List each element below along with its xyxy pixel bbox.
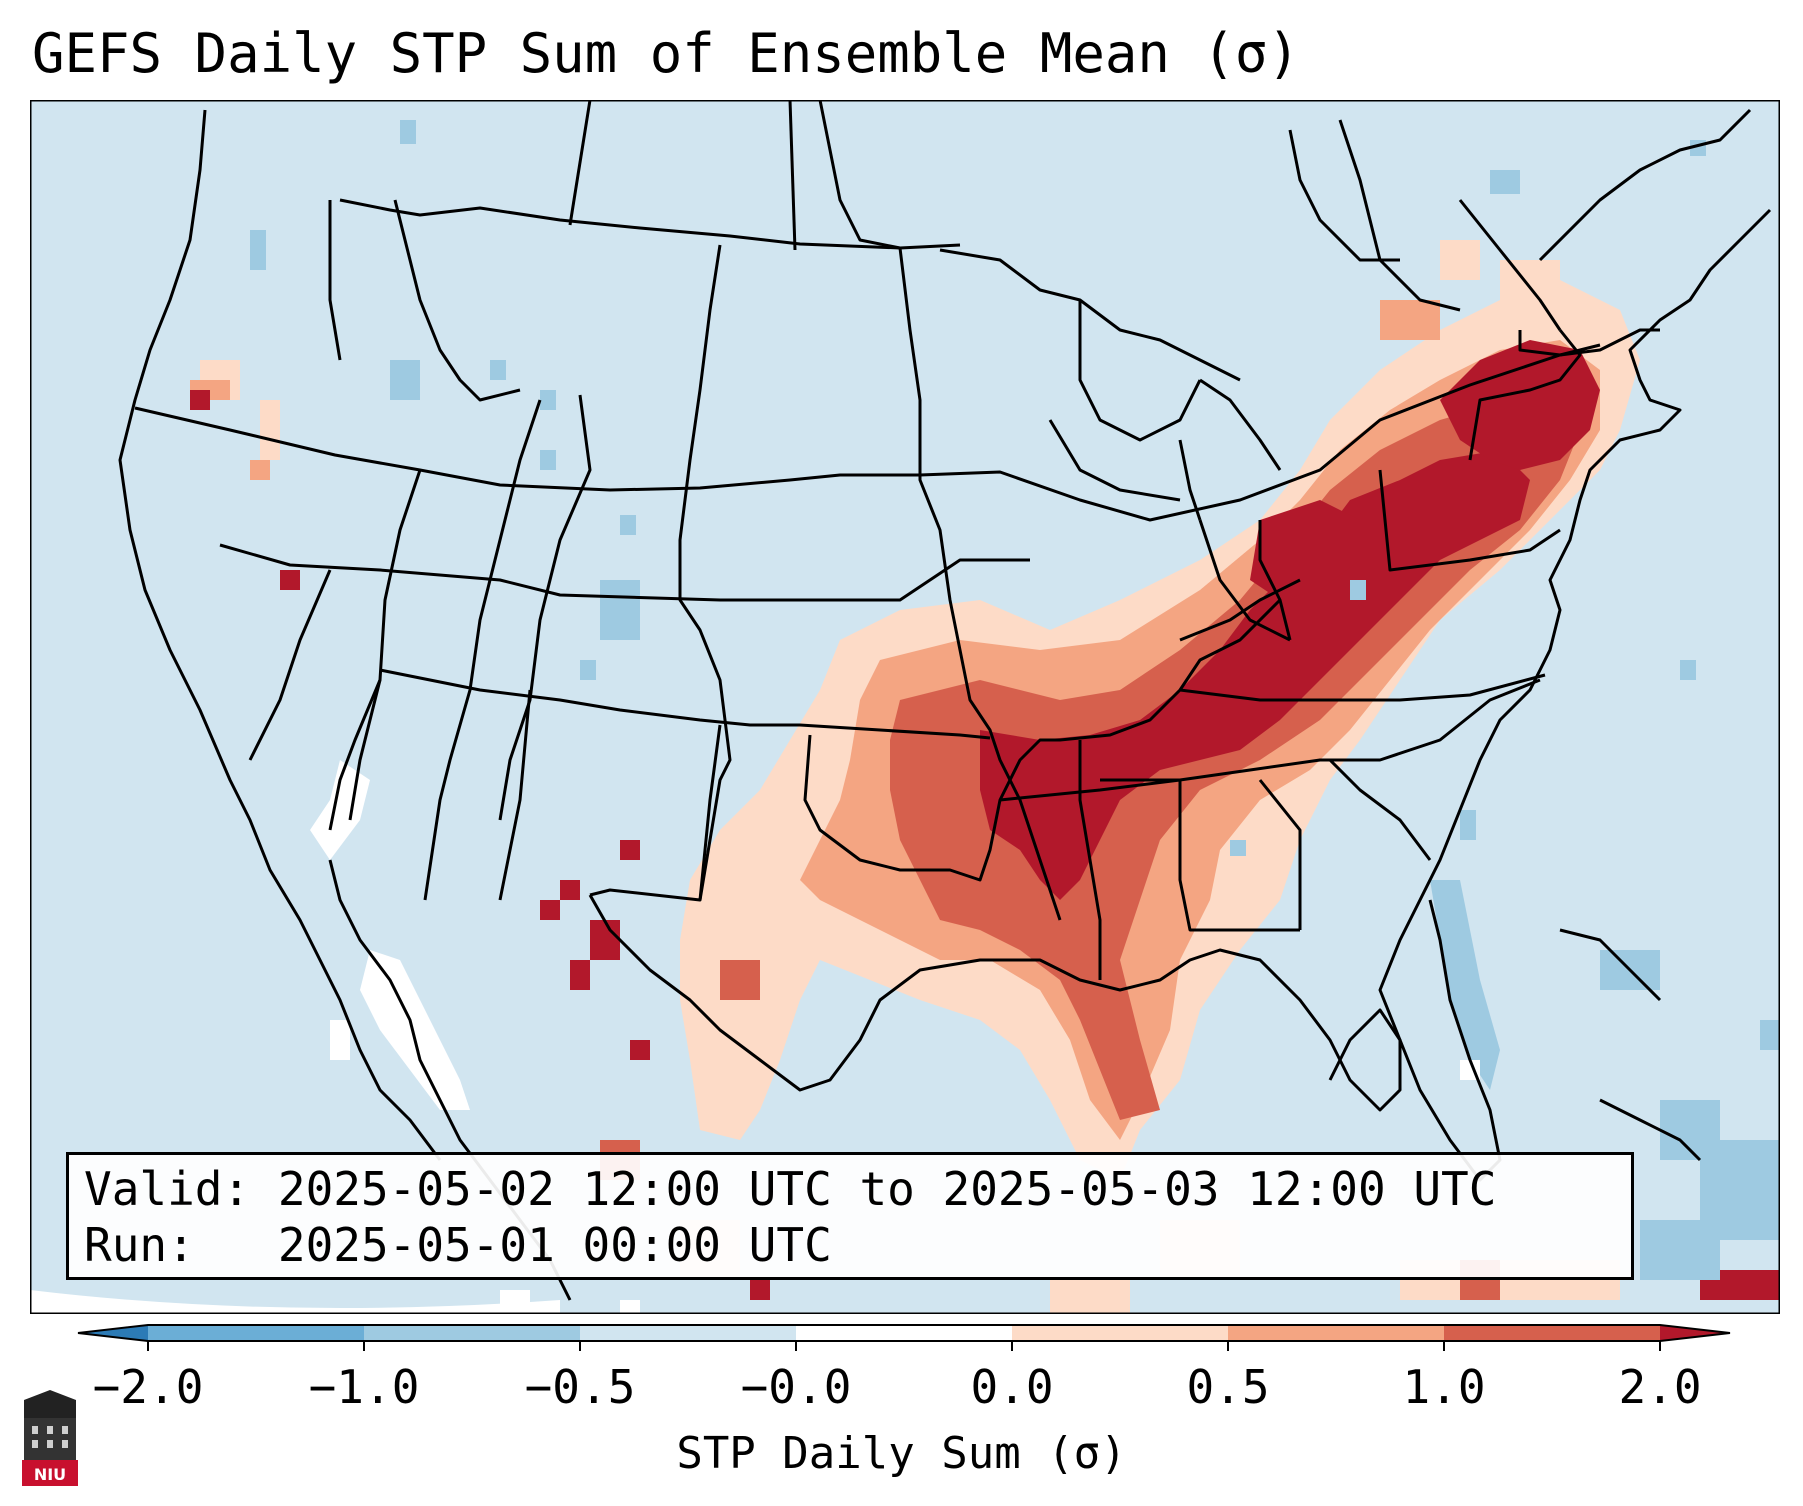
- colorbar-tick-label: −2.0: [92, 1360, 204, 1414]
- colorbar-bin: [1228, 1325, 1444, 1341]
- colorbar-tick-label: −0.5: [524, 1360, 636, 1414]
- colorbar-tick-label: 2.0: [1618, 1360, 1702, 1414]
- stp-field-neutral: [30, 760, 1480, 1314]
- colorbar-bin: [796, 1325, 1012, 1341]
- colorbar-bin: [1012, 1325, 1228, 1341]
- stp-field-negative: [250, 120, 1780, 1280]
- valid-run-info: Valid: 2025-05-02 12:00 UTC to 2025-05-0…: [66, 1152, 1634, 1280]
- colorbar-tick-label: 0.5: [1186, 1360, 1270, 1414]
- colorbar-tick-label: 0.0: [970, 1360, 1054, 1414]
- colorbar-tick-label: −0.0: [740, 1360, 852, 1414]
- colorbar-label: STP Daily Sum (σ): [676, 1428, 1127, 1479]
- colorbar-bin: [580, 1325, 796, 1341]
- colorbar-tick-label: 1.0: [1402, 1360, 1486, 1414]
- niu-building-icon: NIU: [22, 1390, 78, 1486]
- run-label: Run:: [84, 1218, 195, 1272]
- colorbar-extension-high: [1660, 1325, 1730, 1341]
- chart-title: GEFS Daily STP Sum of Ensemble Mean (σ): [32, 22, 1300, 85]
- valid-label: Valid:: [84, 1162, 251, 1216]
- colorbar-tick-label: −1.0: [308, 1360, 420, 1414]
- borders: [118, 100, 1772, 1301]
- colorbar-bin: [364, 1325, 580, 1341]
- colorbar-extension-low: [78, 1325, 148, 1341]
- colorbar-bin: [148, 1325, 364, 1341]
- logo-text: NIU: [34, 1465, 66, 1484]
- valid-time: 2025-05-02 12:00 UTC to 2025-05-03 12:00…: [277, 1162, 1497, 1216]
- colorbar: [77, 1324, 1731, 1351]
- colorbar-bin: [1444, 1325, 1660, 1341]
- run-time: 2025-05-01 00:00 UTC: [277, 1218, 832, 1272]
